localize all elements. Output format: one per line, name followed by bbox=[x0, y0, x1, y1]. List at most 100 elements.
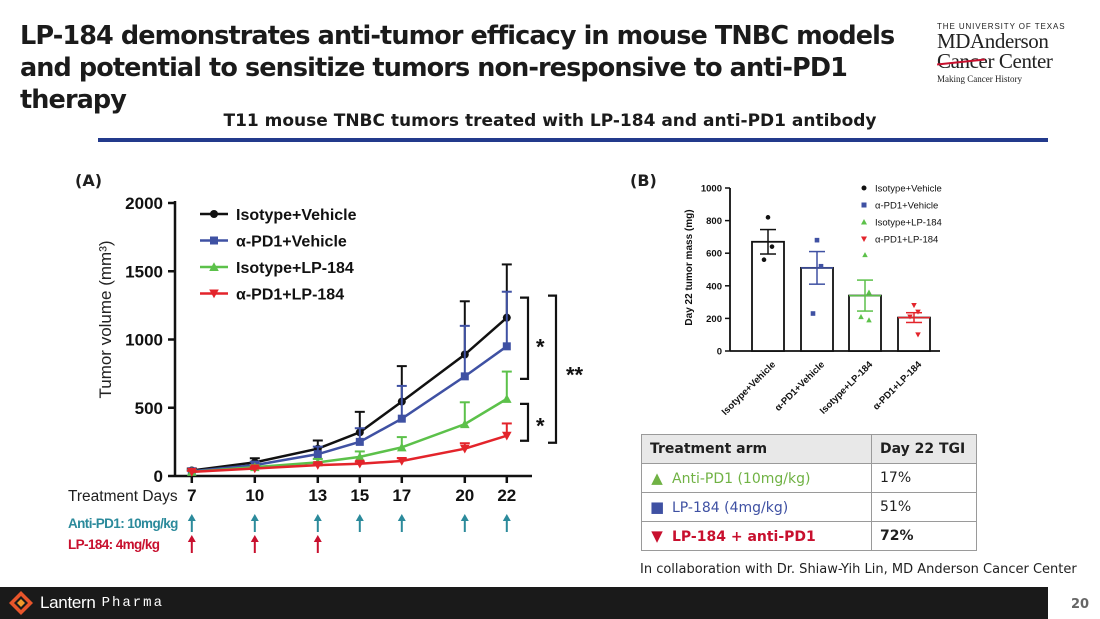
data-point bbox=[397, 456, 407, 466]
individual-point bbox=[810, 311, 816, 316]
legend-label: α-PD1+Vehicle bbox=[236, 234, 347, 251]
logo-cancer-center-line: Cancer Center bbox=[937, 51, 1087, 72]
tumor-volume-line-chart: 0 500 1000 1500 2000 7 10 13 15 17 20 22 Isotype+Ve… bbox=[68, 194, 584, 553]
legend-label: Isotype+LP-184 bbox=[236, 260, 354, 277]
data-point bbox=[460, 419, 470, 429]
panel-a-label: (A) bbox=[75, 171, 103, 190]
x-tick-label: 20 bbox=[455, 486, 474, 505]
tgi-arm-cell: ▼ LP-184 + anti-PD1 bbox=[641, 521, 872, 551]
data-point bbox=[502, 342, 511, 351]
tgi-arm-label: LP-184 + anti-PD1 bbox=[672, 529, 816, 545]
data-point bbox=[397, 414, 406, 423]
tgi-row-combo: ▼ LP-184 + anti-PD1 72% bbox=[641, 521, 977, 551]
y-tick-label: 200 bbox=[706, 314, 722, 325]
antipd1-dose-arrowhead bbox=[355, 514, 364, 521]
brand-word-lantern: Lantern bbox=[40, 593, 96, 612]
legend-label: α-PD1+LP-184 bbox=[236, 287, 344, 304]
md-anderson-logo: THE UNIVERSITY OF TEXAS MDAnderson Cance… bbox=[937, 22, 1087, 92]
x-tick-label: 15 bbox=[350, 486, 369, 505]
data-point bbox=[397, 442, 407, 452]
tgi-value-cell: 51% bbox=[871, 492, 977, 522]
tgi-header-tgi: Day 22 TGI bbox=[871, 434, 977, 464]
bar bbox=[751, 240, 785, 352]
page-title: LP-184 demonstrates anti-tumor efficacy … bbox=[20, 21, 895, 115]
data-point bbox=[502, 431, 512, 441]
legend-marker bbox=[209, 262, 219, 271]
legend-label: α-PD1+Vehicle bbox=[875, 201, 938, 212]
individual-point bbox=[858, 314, 864, 320]
individual-point bbox=[761, 257, 767, 263]
data-point bbox=[313, 450, 322, 459]
y-tick-label: 500 bbox=[135, 399, 163, 418]
series-2 bbox=[186, 370, 512, 476]
individual-point bbox=[862, 252, 868, 258]
legend-label: Isotype+Vehicle bbox=[236, 207, 357, 224]
tgi-value-cell: 17% bbox=[871, 463, 977, 493]
logo-mdanderson-line: MDAnderson bbox=[937, 29, 1049, 53]
legend-marker bbox=[861, 219, 867, 225]
x-category-label: α-PD1+Vehicle bbox=[773, 359, 827, 413]
tgi-row-lp184: ■ LP-184 (4mg/kg) 51% bbox=[641, 492, 977, 522]
legend-label: Isotype+Vehicle bbox=[875, 184, 942, 195]
tgi-arm-cell: ▲ Anti-PD1 (10mg/kg) bbox=[641, 463, 872, 493]
individual-point bbox=[915, 309, 921, 315]
tgi-row-antipd1: ▲ Anti-PD1 (10mg/kg) 17% bbox=[641, 463, 977, 493]
legend-marker bbox=[861, 236, 867, 242]
data-point bbox=[313, 461, 323, 470]
individual-point bbox=[866, 289, 872, 295]
lp184-dose-arrowhead bbox=[313, 535, 322, 542]
antipd1-dosing-label: Anti-PD1: 10mg/kg bbox=[68, 516, 178, 531]
red-triangle-down-icon: ▼ bbox=[651, 527, 663, 545]
y-tick-label: 0 bbox=[154, 467, 163, 486]
lp184-dose-arrowhead bbox=[187, 535, 196, 542]
antipd1-dose-arrowhead bbox=[250, 514, 259, 521]
panel-b-label: (B) bbox=[630, 171, 657, 190]
y-tick-label: 2000 bbox=[125, 194, 163, 213]
data-point bbox=[250, 464, 260, 474]
subtitle-rule bbox=[98, 138, 1048, 142]
legend-label: Isotype+LP-184 bbox=[875, 218, 942, 229]
data-point bbox=[502, 394, 512, 403]
brand-word-pharma: Pharma bbox=[101, 595, 164, 611]
green-triangle-up-icon: ▲ bbox=[651, 469, 663, 487]
tgi-table: Treatment arm Day 22 TGI ▲ Anti-PD1 (10mg… bbox=[641, 434, 977, 551]
individual-point bbox=[866, 317, 872, 323]
lp184-dose-arrowhead bbox=[250, 535, 259, 542]
significance-bracket-3-label: ** bbox=[566, 363, 584, 388]
individual-point bbox=[769, 244, 775, 249]
legend-label: α-PD1+LP-184 bbox=[875, 235, 938, 246]
series-3 bbox=[186, 422, 512, 477]
significance-bracket-2 bbox=[520, 402, 530, 442]
x-tick-label: 13 bbox=[308, 486, 327, 505]
y-tick-label: 600 bbox=[706, 249, 722, 260]
data-point bbox=[355, 459, 365, 469]
x-tick-label: 22 bbox=[497, 486, 516, 505]
x-tick-label: 10 bbox=[245, 486, 264, 505]
legend-marker bbox=[861, 185, 867, 191]
individual-point bbox=[818, 263, 824, 269]
footer-bar bbox=[0, 587, 1048, 619]
significance-bracket-3 bbox=[548, 294, 558, 444]
x-tick-label: 7 bbox=[187, 486, 196, 505]
series-line bbox=[191, 316, 508, 472]
legend-marker bbox=[209, 289, 219, 299]
logo-university-line: THE UNIVERSITY OF TEXAS bbox=[937, 22, 1066, 31]
significance-bracket-1-label: * bbox=[536, 334, 545, 359]
individual-point bbox=[911, 303, 917, 309]
x-tick-label: 17 bbox=[392, 486, 411, 505]
x-category-label: Isotype+Vehicle bbox=[720, 359, 778, 417]
chart-a-y-axis-label: Tumor volume (mm³) bbox=[96, 240, 115, 398]
antipd1-dose-arrowhead bbox=[397, 514, 406, 521]
tgi-header-row: Treatment arm Day 22 TGI bbox=[641, 434, 977, 464]
legend-marker bbox=[210, 210, 218, 218]
y-tick-label: 0 bbox=[717, 347, 722, 358]
individual-point bbox=[907, 314, 913, 320]
tgi-header-arm: Treatment arm bbox=[641, 434, 872, 464]
data-point bbox=[460, 444, 470, 454]
y-tick-label: 400 bbox=[706, 281, 722, 292]
tgi-arm-label: LP-184 (4mg/kg) bbox=[672, 500, 789, 516]
data-point bbox=[355, 452, 365, 461]
y-tick-label: 1000 bbox=[125, 331, 163, 350]
tgi-value-cell: 72% bbox=[871, 521, 977, 551]
